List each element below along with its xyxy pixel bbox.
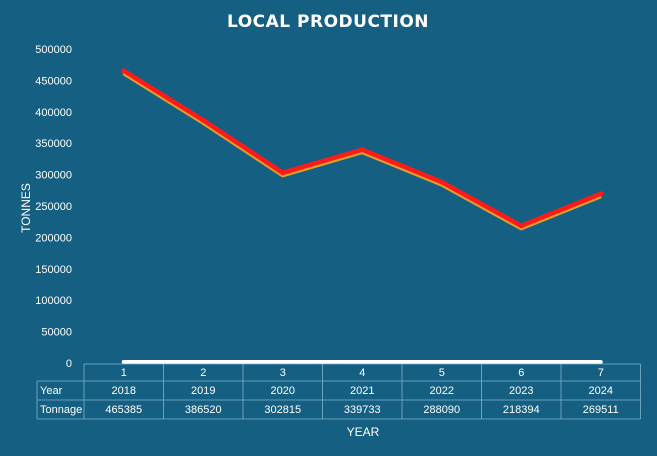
x-tick-label: 2 [200,367,206,379]
y-tick-label: 50000 [41,327,72,339]
x-tick-label: 3 [280,367,286,379]
x-tick-label: 7 [598,367,604,379]
data-point [200,117,206,123]
table-cell-year: 2021 [350,385,374,397]
series-group [121,68,604,231]
data-point [359,147,365,153]
data-table: 1 2 3 4 5 6 7 Year Tonnage 2018 2019 2020 2021 2022 20… [36,363,641,420]
y-tick-label: 350000 [35,138,72,150]
table-cell-tonnage: 386520 [185,404,222,416]
table-cell-tonnage: 269511 [583,404,619,416]
data-point [439,179,445,185]
y-tick-label: 0 [66,358,72,370]
data-point [121,68,127,74]
x-tick-label: 4 [359,367,365,379]
table-cell-tonnage: 218394 [503,404,540,416]
table-row-label: Tonnage [40,404,82,416]
table-cell-year: 2019 [191,385,215,397]
y-tick-label: 300000 [35,170,72,182]
drop-lines [123,70,602,363]
y-tick-label: 450000 [35,75,72,87]
y-tick-label: 200000 [35,232,72,244]
data-point [518,223,524,229]
x-tick-label: 5 [439,367,445,379]
table-cell-year: 2024 [589,385,613,397]
x-axis-label: YEAR [347,425,380,439]
table-cell-tonnage: 465385 [105,404,142,416]
table-cell-tonnage: 302815 [264,404,301,416]
y-tick-label: 150000 [35,264,72,276]
table-cell-tonnage: 288090 [423,404,460,416]
y-axis-label: TONNES [19,183,33,233]
y-axis-ticks: 0 50000 100000 150000 200000 250000 300000 3500… [35,44,72,370]
y-tick-label: 500000 [35,44,72,56]
chart-title: LOCAL PRODUCTION [227,12,429,32]
data-point [598,191,604,197]
y-tick-label: 100000 [35,295,72,307]
table-cell-tonnage: 339733 [344,404,381,416]
x-tick-label: 6 [518,367,524,379]
table-row-label: Year [40,385,63,397]
table-cell-year: 2022 [430,385,454,397]
y-tick-label: 400000 [35,107,72,119]
table-cell-year: 2023 [509,385,533,397]
table-cell-year: 2018 [112,385,136,397]
data-point [280,170,286,176]
y-tick-label: 250000 [35,201,72,213]
x-tick-label: 1 [121,367,127,379]
table-cell-year: 2020 [271,385,295,397]
